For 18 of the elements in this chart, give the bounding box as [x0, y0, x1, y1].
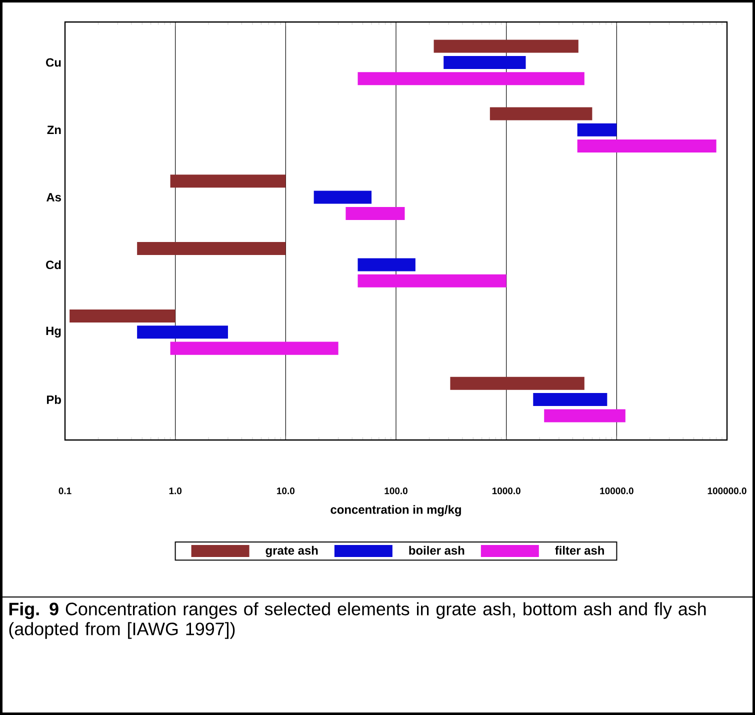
x-tick-label: 100.0 — [384, 488, 408, 494]
y-tick-label: Cd — [46, 260, 61, 270]
y-tick-label: Zn — [47, 126, 61, 134]
x-tick-label: 100000.0 — [708, 488, 746, 494]
legend-label: grate ash — [266, 546, 318, 558]
x-tick-label: 10000.0 — [600, 488, 634, 494]
legend-label: boiler ash — [409, 546, 464, 555]
x-tick-label: 1000.0 — [492, 488, 520, 494]
y-tick-label: Pb — [47, 395, 61, 404]
x-tick-label: 10.0 — [277, 488, 294, 494]
y-tick-label: Cu — [46, 58, 61, 67]
y-tick-label: Hg — [46, 326, 61, 338]
legend-label: filter ash — [555, 546, 604, 555]
text: Fig. 9 Concentration ranges of selected elements in grate ash, bottom ash and fly ash (adopted from [IAWG 1997]) — [9, 602, 706, 639]
x-axis-title: concentration in mg/kg — [330, 505, 461, 516]
y-tick-label: As — [46, 193, 61, 202]
x-tick-label: 0.1 — [58, 488, 72, 494]
x-tick-label: 1.0 — [169, 488, 182, 494]
